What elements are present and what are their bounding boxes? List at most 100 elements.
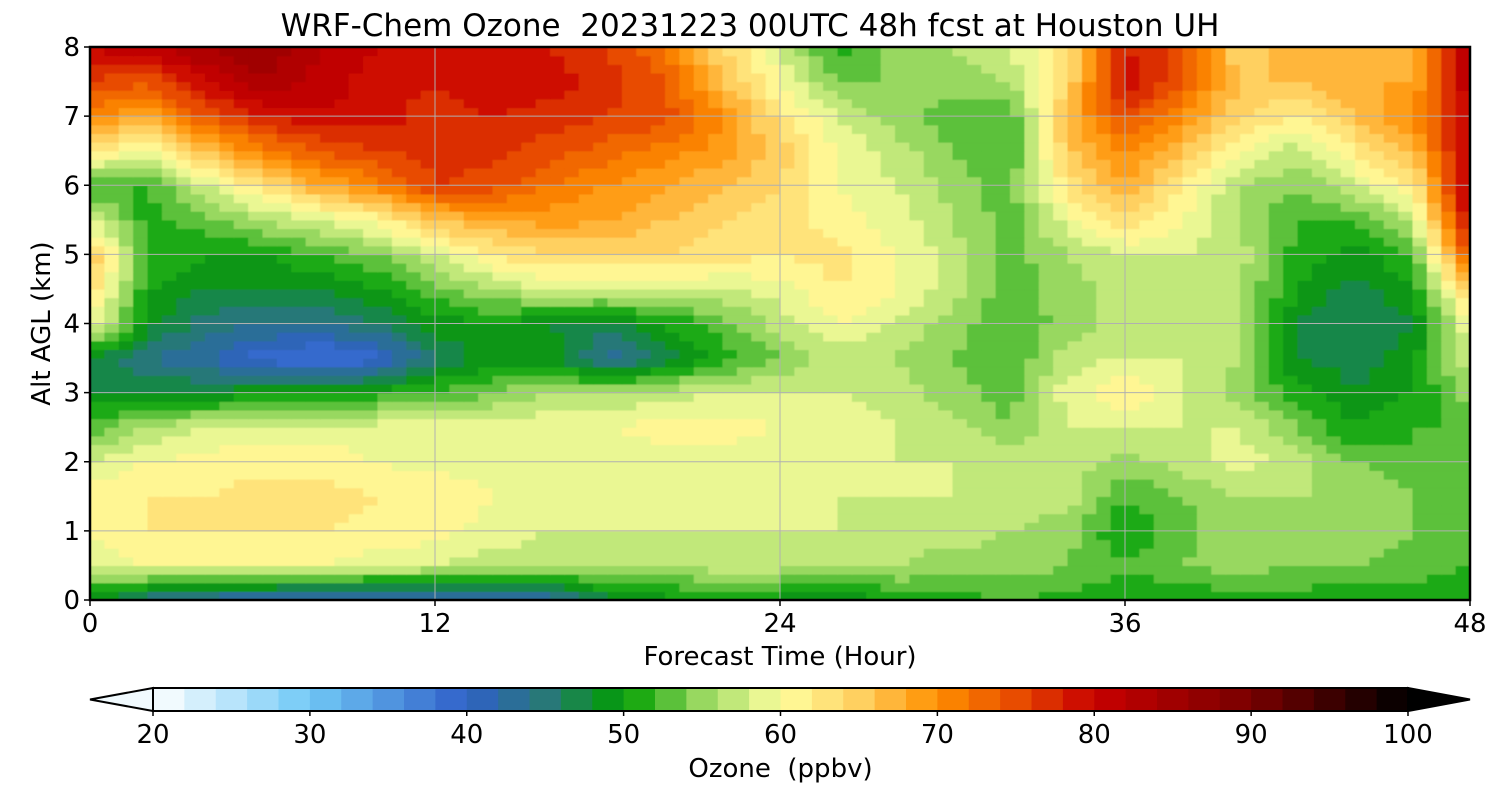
- heatmap-cell: [650, 470, 666, 480]
- heatmap-cell: [679, 409, 695, 420]
- heatmap-cell: [262, 435, 278, 446]
- heatmap-cell: [693, 159, 709, 169]
- heatmap-cell: [1268, 487, 1284, 497]
- heatmap-cell: [564, 392, 580, 402]
- heatmap-cell: [492, 323, 508, 333]
- heatmap-cell: [363, 496, 379, 506]
- heatmap-cell: [1254, 202, 1270, 212]
- heatmap-cell: [377, 530, 393, 541]
- heatmap-cell: [1010, 366, 1025, 376]
- heatmap-cell: [1455, 435, 1470, 446]
- heatmap-cell: [650, 427, 666, 437]
- heatmap-cell: [1081, 591, 1097, 600]
- heatmap-cell: [1153, 237, 1169, 247]
- heatmap-cell: [161, 375, 177, 385]
- heatmap-cell: [1326, 202, 1342, 212]
- heatmap-cell: [981, 487, 997, 497]
- heatmap-cell: [1182, 539, 1198, 549]
- heatmap-cell: [1340, 211, 1356, 221]
- heatmap-cell: [1010, 504, 1025, 515]
- heatmap-cell: [1153, 453, 1169, 463]
- heatmap-cell: [463, 297, 479, 307]
- heatmap-cell: [621, 461, 637, 471]
- heatmap-cell: [435, 487, 450, 497]
- heatmap-cell: [808, 245, 824, 255]
- heatmap-cell: [1383, 323, 1399, 333]
- heatmap-cell: [305, 340, 321, 351]
- heatmap-cell: [736, 375, 752, 385]
- heatmap-cell: [133, 522, 149, 532]
- heatmap-cell: [679, 271, 695, 281]
- heatmap-cell: [708, 496, 724, 506]
- heatmap-cell: [1139, 349, 1155, 359]
- heatmap-cell: [377, 280, 393, 290]
- heatmap-cell: [521, 358, 537, 368]
- heatmap-cell: [1139, 202, 1155, 212]
- heatmap-cell: [665, 245, 680, 255]
- heatmap-cell: [1110, 237, 1126, 247]
- heatmap-cell: [190, 297, 206, 307]
- heatmap-cell: [1182, 522, 1198, 532]
- heatmap-cell: [1441, 271, 1457, 281]
- heatmap-cell: [808, 167, 824, 178]
- heatmap-cell: [880, 150, 896, 160]
- heatmap-cell: [665, 167, 680, 178]
- heatmap-cell: [1441, 314, 1457, 325]
- heatmap-cell: [1010, 574, 1025, 584]
- heatmap-cell: [1426, 297, 1442, 307]
- heatmap-cell: [880, 254, 896, 264]
- heatmap-cell: [823, 392, 839, 402]
- heatmap-cell: [679, 392, 695, 402]
- heatmap-cell: [1268, 176, 1284, 186]
- heatmap-cell: [1153, 504, 1169, 515]
- heatmap-cell: [391, 591, 407, 600]
- heatmap-cell: [1168, 263, 1184, 273]
- heatmap-cell: [161, 211, 177, 221]
- heatmap-cell: [478, 159, 494, 169]
- heatmap-cell: [1326, 496, 1342, 506]
- heatmap-cell: [636, 297, 652, 307]
- heatmap-cell: [1182, 185, 1198, 195]
- heatmap-cell: [1182, 332, 1198, 342]
- heatmap-cell: [966, 392, 982, 402]
- heatmap-cell: [1311, 574, 1327, 584]
- heatmap-cell: [334, 513, 350, 523]
- heatmap-cell: [780, 470, 795, 480]
- heatmap-cell: [190, 366, 206, 376]
- heatmap-cell: [1168, 323, 1184, 333]
- heatmap-cell: [248, 496, 264, 506]
- heatmap-cell: [837, 487, 853, 497]
- heatmap-cell: [1168, 401, 1184, 411]
- heatmap-cell: [564, 254, 580, 264]
- heatmap-cell: [550, 323, 565, 333]
- heatmap-cell: [1426, 582, 1442, 592]
- heatmap-cell: [1240, 444, 1255, 454]
- heatmap-cell: [1038, 401, 1054, 411]
- heatmap-cell: [794, 453, 810, 463]
- heatmap-cell: [722, 202, 738, 212]
- heatmap-cell: [133, 254, 149, 264]
- heatmap-cell: [708, 582, 724, 592]
- heatmap-cell: [794, 211, 810, 221]
- heatmap-cell: [334, 383, 350, 394]
- heatmap-cell: [578, 245, 594, 255]
- heatmap-cell: [1168, 435, 1184, 446]
- heatmap-cell: [851, 591, 867, 600]
- heatmap-cell: [938, 479, 954, 489]
- heatmap-cell: [1311, 383, 1327, 394]
- heatmap-cell: [621, 418, 637, 428]
- heatmap-cell: [665, 237, 680, 247]
- heatmap-cell: [320, 263, 335, 273]
- heatmap-cell: [851, 418, 867, 428]
- heatmap-cell: [808, 358, 824, 368]
- heatmap-cell: [506, 392, 522, 402]
- heatmap-cell: [1024, 375, 1040, 385]
- heatmap-cell: [851, 392, 867, 402]
- heatmap-cell: [1283, 202, 1299, 212]
- heatmap-cell: [808, 444, 824, 454]
- heatmap-cell: [291, 435, 307, 446]
- heatmap-cell: [1455, 263, 1470, 273]
- heatmap-cell: [1283, 522, 1299, 532]
- heatmap-cell: [1024, 574, 1040, 584]
- heatmap-cell: [147, 340, 163, 351]
